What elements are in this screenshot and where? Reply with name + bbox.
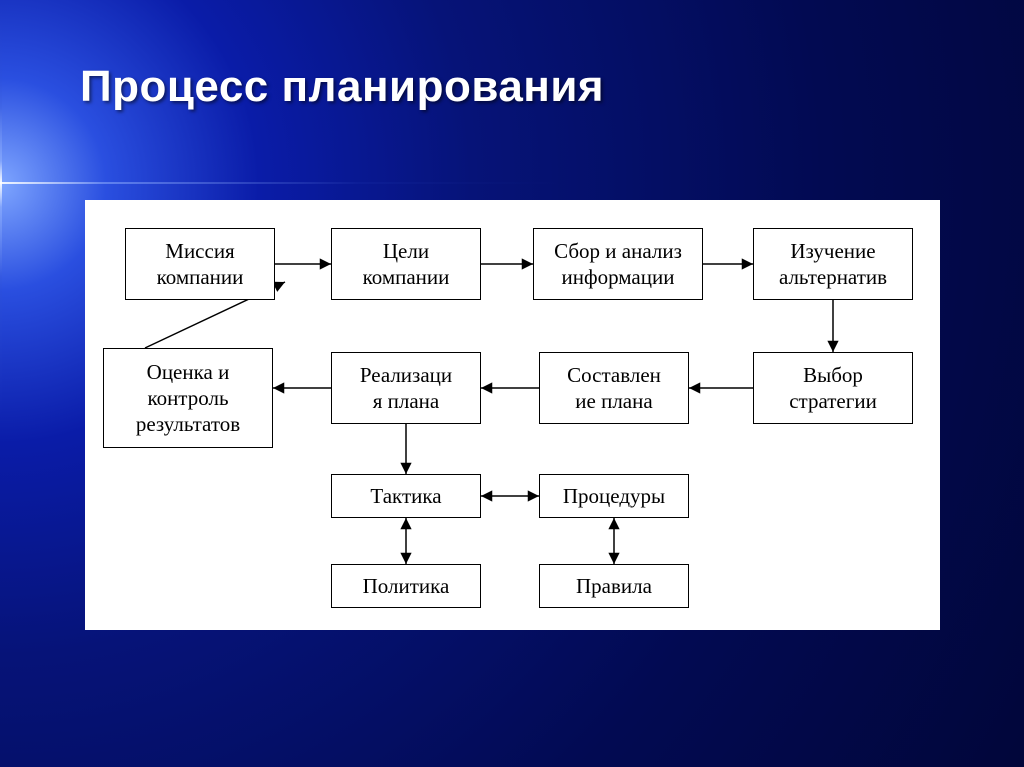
flow-node-choose: Выборстратегии xyxy=(753,352,913,424)
slide: Процесс планирования Миссиякомпании Целик… xyxy=(0,0,1024,767)
flow-node-study: Изучениеальтернатив xyxy=(753,228,913,300)
flow-node-impl: Реализация плана xyxy=(331,352,481,424)
flow-node-procedures: Процедуры xyxy=(539,474,689,518)
lens-flare-horizontal xyxy=(0,182,1024,184)
flow-node-politics: Политика xyxy=(331,564,481,608)
lens-flare-vertical xyxy=(0,0,2,767)
flow-node-mission: Миссиякомпании xyxy=(125,228,275,300)
flow-node-rules: Правила xyxy=(539,564,689,608)
diagram-nodes-layer: Миссиякомпании Целикомпании Сбор и анализи… xyxy=(85,200,940,630)
flow-node-eval: Оценка иконтрольрезультатов xyxy=(103,348,273,448)
flow-node-collect: Сбор и анализинформации xyxy=(533,228,703,300)
diagram-container: Миссиякомпании Целикомпании Сбор и анализи… xyxy=(85,200,940,630)
flow-node-goals: Целикомпании xyxy=(331,228,481,300)
flow-node-tactics: Тактика xyxy=(331,474,481,518)
slide-title: Процесс планирования xyxy=(80,62,604,112)
flow-node-compose: Составление плана xyxy=(539,352,689,424)
